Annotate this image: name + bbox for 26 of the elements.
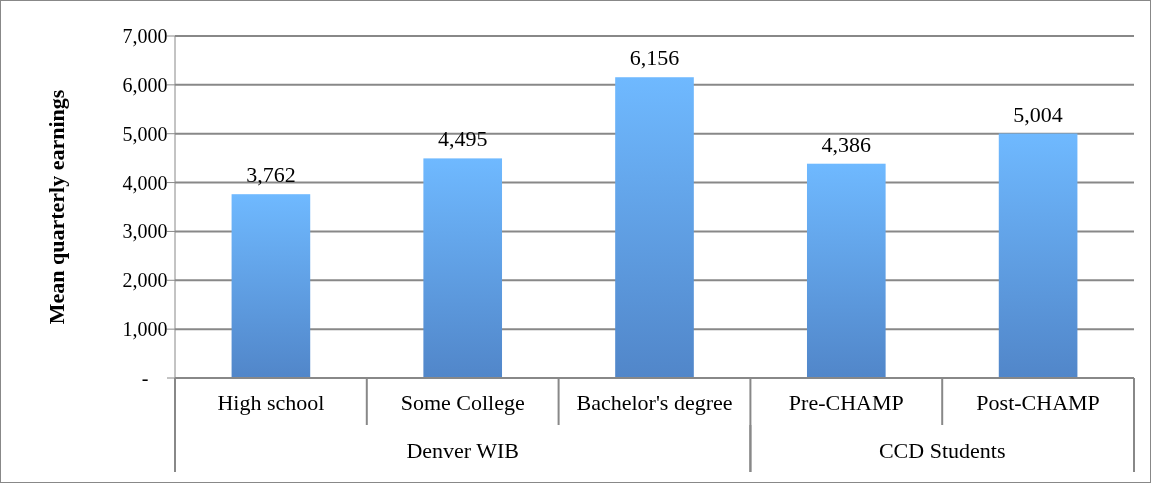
data-label: 3,762 (246, 162, 296, 188)
y-tick-label: 5,000 (122, 122, 168, 145)
bar (231, 194, 311, 378)
x-tick-label: Bachelor's degree (576, 390, 733, 415)
y-tick-label: 4,000 (122, 171, 168, 194)
x-tick-label: Pre-CHAMP (788, 390, 904, 415)
y-tick-label: 7,000 (122, 25, 168, 47)
y-tick-label: 6,000 (122, 73, 168, 96)
text: Denver WIB (406, 438, 520, 463)
x-tick-label: Some College (400, 390, 525, 415)
data-label: 6,156 (629, 45, 680, 71)
bar (615, 77, 694, 378)
data-label: 4,495 (437, 126, 488, 152)
bar (423, 158, 503, 378)
y-axis-title: Mean quarterly earnings (44, 89, 69, 325)
x-tick-label: Post-CHAMP (976, 390, 1100, 415)
bar (806, 163, 886, 378)
bar (998, 133, 1078, 378)
x-tick-label: High school (217, 390, 325, 415)
text: CCD Students (878, 438, 1006, 463)
y-tick-label: - (141, 367, 149, 389)
y-tick-label: 3,000 (122, 220, 168, 243)
y-tick-label: 1,000 (122, 318, 168, 341)
data-label: 4,386 (821, 131, 872, 157)
data-label: 5,004 (1013, 101, 1063, 127)
y-tick-label: 2,000 (122, 269, 168, 292)
